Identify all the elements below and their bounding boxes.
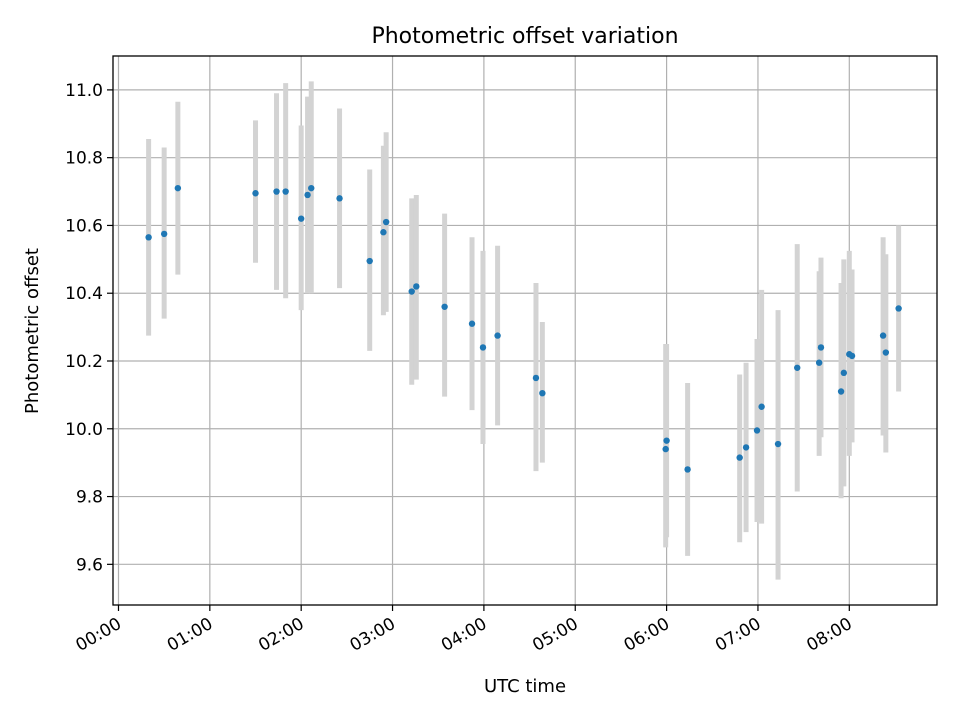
data-point [532, 374, 540, 382]
data-point [794, 364, 801, 371]
data-point [145, 234, 152, 241]
data-point [539, 389, 546, 397]
x-tick-label: 07:00 [712, 614, 764, 656]
data-point [837, 388, 845, 395]
data-point [160, 230, 168, 238]
data-point [408, 288, 415, 295]
data-point [895, 305, 902, 312]
data-point [174, 184, 182, 192]
data-point [252, 190, 259, 197]
x-tick-label: 02:00 [255, 614, 307, 656]
data-point [282, 188, 289, 195]
data-point [684, 466, 691, 473]
data-point [817, 344, 825, 351]
data-point [297, 215, 305, 222]
chart-title: Photometric offset variation [371, 24, 678, 49]
y-tick-label: 9.6 [76, 555, 103, 575]
x-axis: 00:00 01:00 02:00 03:00 04:00 05:00 06:00 07:00… [73, 605, 856, 656]
data-point [441, 303, 448, 310]
y-tick-label: 9.8 [76, 488, 103, 508]
data-point [308, 184, 315, 192]
data-point [815, 359, 823, 366]
data-point [304, 191, 311, 199]
x-tick-label: 01:00 [164, 614, 216, 656]
grid [113, 56, 937, 605]
x-tick-label: 00:00 [73, 614, 125, 656]
data-point [840, 369, 848, 377]
y-axis-label: Photometric offset [22, 248, 43, 414]
y-tick-label: 10.0 [65, 420, 103, 440]
data-point [753, 427, 761, 434]
data-point [468, 320, 476, 327]
x-tick-label: 06:00 [621, 614, 673, 656]
y-tick-label: 10.6 [65, 216, 103, 236]
x-tick-label: 04:00 [438, 614, 490, 656]
y-tick-label: 10.4 [65, 284, 103, 304]
plot-frame [112, 55, 938, 606]
y-tick-label: 11.0 [65, 81, 103, 101]
data-point [494, 332, 501, 339]
data-point [273, 188, 280, 195]
data-point [736, 454, 743, 461]
data-point [848, 352, 856, 360]
data-point [879, 332, 887, 339]
data-point [366, 257, 373, 265]
data-point [742, 444, 750, 451]
x-tick-label: 03:00 [347, 614, 399, 656]
data-point [758, 403, 765, 410]
data-point [774, 440, 782, 448]
data-point [662, 445, 669, 453]
data-point [336, 195, 343, 202]
data-point [479, 344, 487, 351]
y-tick-label: 10.8 [65, 149, 103, 169]
data-point [663, 437, 670, 444]
y-tick-label: 10.2 [65, 352, 103, 372]
data-point [882, 349, 890, 356]
x-tick-label: 05:00 [529, 614, 581, 656]
data-point [382, 218, 390, 226]
x-tick-label: 08:00 [803, 614, 855, 656]
data-points [145, 184, 902, 473]
data-point [380, 229, 387, 236]
x-axis-label: UTC time [484, 676, 566, 697]
error-bars [146, 81, 902, 580]
y-axis: 9.6 9.8 10.0 10.2 10.4 10.6 10.8 11.0 [65, 81, 113, 575]
data-point [413, 283, 420, 290]
